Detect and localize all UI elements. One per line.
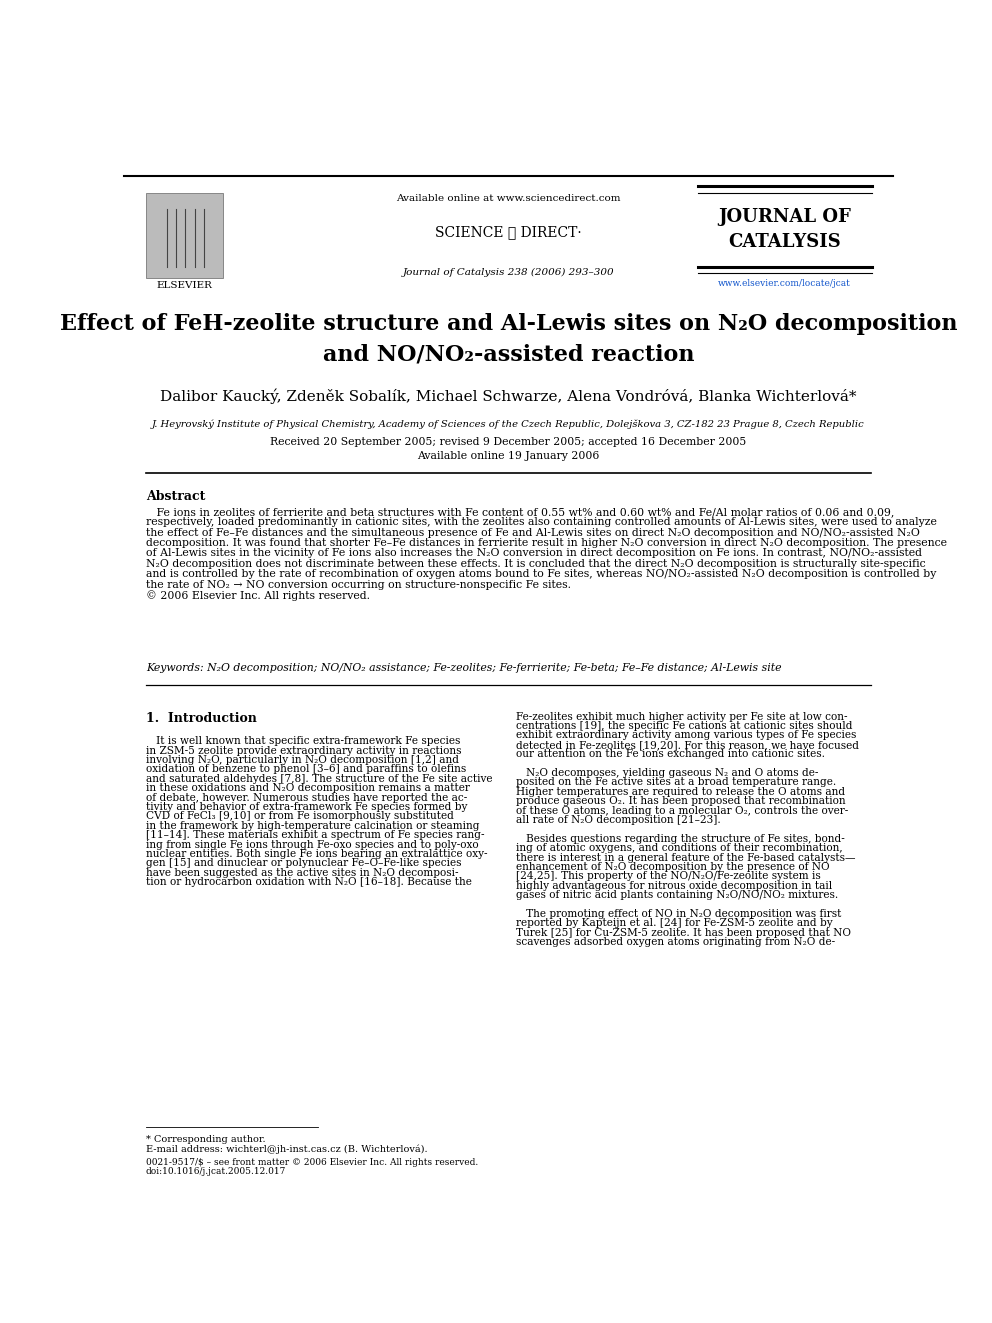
Text: our attention on the Fe ions exchanged into cationic sites.: our attention on the Fe ions exchanged i… bbox=[516, 749, 825, 759]
Text: [11–14]. These materials exhibit a spectrum of Fe species rang-: [11–14]. These materials exhibit a spect… bbox=[146, 831, 484, 840]
Text: gen [15] and dinuclear or polynuclear Fe–O–Fe-like species: gen [15] and dinuclear or polynuclear Fe… bbox=[146, 859, 461, 868]
Text: of debate, however. Numerous studies have reported the ac-: of debate, however. Numerous studies hav… bbox=[146, 792, 467, 803]
Text: It is well known that specific extra-framework Fe species: It is well known that specific extra-fra… bbox=[146, 737, 460, 746]
Text: ing from single Fe ions through Fe-oxo species and to poly-oxo: ing from single Fe ions through Fe-oxo s… bbox=[146, 840, 478, 849]
Text: Journal of Catalysis 238 (2006) 293–300: Journal of Catalysis 238 (2006) 293–300 bbox=[403, 269, 614, 278]
Text: decomposition. It was found that shorter Fe–Fe distances in ferrierite result in: decomposition. It was found that shorter… bbox=[146, 538, 946, 548]
Text: Effect of FeH-zeolite structure and Al-Lewis sites on N₂O decomposition
and NO/N: Effect of FeH-zeolite structure and Al-L… bbox=[60, 314, 957, 366]
Text: N₂O decomposition does not discriminate between these effects. It is concluded t: N₂O decomposition does not discriminate … bbox=[146, 558, 926, 569]
Text: detected in Fe-zeolites [19,20]. For this reason, we have focused: detected in Fe-zeolites [19,20]. For thi… bbox=[516, 740, 859, 750]
Text: the rate of NO₂ → NO conversion occurring on structure-nonspecific Fe sites.: the rate of NO₂ → NO conversion occurrin… bbox=[146, 579, 570, 590]
Text: © 2006 Elsevier Inc. All rights reserved.: © 2006 Elsevier Inc. All rights reserved… bbox=[146, 590, 370, 601]
Text: J. Heyrovský Institute of Physical Chemistry, Academy of Sciences of the Czech R: J. Heyrovský Institute of Physical Chemi… bbox=[152, 419, 865, 429]
Text: scavenges adsorbed oxygen atoms originating from N₂O de-: scavenges adsorbed oxygen atoms originat… bbox=[516, 937, 835, 947]
Text: the effect of Fe–Fe distances and the simultaneous presence of Fe and Al-Lewis s: the effect of Fe–Fe distances and the si… bbox=[146, 528, 920, 537]
Text: in the framework by high-temperature calcination or steaming: in the framework by high-temperature cal… bbox=[146, 820, 479, 831]
Text: * Corresponding author.: * Corresponding author. bbox=[146, 1135, 265, 1144]
Text: posited on the Fe active sites at a broad temperature range.: posited on the Fe active sites at a broa… bbox=[516, 778, 836, 787]
Text: highly advantageous for nitrous oxide decomposition in tail: highly advantageous for nitrous oxide de… bbox=[516, 881, 832, 890]
Text: ing of atomic oxygens, and conditions of their recombination,: ing of atomic oxygens, and conditions of… bbox=[516, 843, 843, 853]
Text: Dalibor Kaucký, Zdeněk Sobalík, Michael Schwarze, Alena Vondróvá, Blanka Wichter: Dalibor Kaucký, Zdeněk Sobalík, Michael … bbox=[160, 388, 857, 404]
Text: reported by Kapteijn et al. [24] for Fe-ZSM-5 zeolite and by: reported by Kapteijn et al. [24] for Fe-… bbox=[516, 918, 832, 929]
Text: oxidation of benzene to phenol [3–6] and paraffins to olefins: oxidation of benzene to phenol [3–6] and… bbox=[146, 765, 466, 774]
Text: Abstract: Abstract bbox=[146, 490, 205, 503]
Text: respectively, loaded predominantly in cationic sites, with the zeolites also con: respectively, loaded predominantly in ca… bbox=[146, 517, 936, 527]
Text: ELSEVIER: ELSEVIER bbox=[157, 282, 212, 290]
Text: in these oxidations and N₂O decomposition remains a matter: in these oxidations and N₂O decompositio… bbox=[146, 783, 469, 794]
Text: produce gaseous O₂. It has been proposed that recombination: produce gaseous O₂. It has been proposed… bbox=[516, 796, 846, 806]
Text: [24,25]. This property of the NO/N₂O/Fe-zeolite system is: [24,25]. This property of the NO/N₂O/Fe-… bbox=[516, 872, 821, 881]
Text: have been suggested as the active sites in N₂O decomposi-: have been suggested as the active sites … bbox=[146, 868, 458, 877]
Text: exhibit extraordinary activity among various types of Fe species: exhibit extraordinary activity among var… bbox=[516, 730, 856, 741]
Text: 0021-9517/$ – see front matter © 2006 Elsevier Inc. All rights reserved.: 0021-9517/$ – see front matter © 2006 El… bbox=[146, 1158, 478, 1167]
Text: there is interest in a general feature of the Fe-based catalysts—: there is interest in a general feature o… bbox=[516, 852, 856, 863]
Text: Higher temperatures are required to release the O atoms and: Higher temperatures are required to rele… bbox=[516, 787, 845, 796]
Text: Fe-zeolites exhibit much higher activity per Fe site at low con-: Fe-zeolites exhibit much higher activity… bbox=[516, 712, 847, 721]
Bar bbox=[146, 193, 223, 278]
Text: Received 20 September 2005; revised 9 December 2005; accepted 16 December 2005: Received 20 September 2005; revised 9 De… bbox=[270, 437, 747, 447]
Text: Fe ions in zeolites of ferrierite and beta structures with Fe content of 0.55 wt: Fe ions in zeolites of ferrierite and be… bbox=[146, 507, 894, 517]
Text: SCIENCE ⓓ DIRECT·: SCIENCE ⓓ DIRECT· bbox=[435, 225, 581, 239]
Text: The promoting effect of NO in N₂O decomposition was first: The promoting effect of NO in N₂O decomp… bbox=[516, 909, 841, 919]
Text: enhancement of N₂O decomposition by the presence of NO: enhancement of N₂O decomposition by the … bbox=[516, 861, 829, 872]
Text: tion or hydrocarbon oxidation with N₂O [16–18]. Because the: tion or hydrocarbon oxidation with N₂O [… bbox=[146, 877, 471, 888]
Text: www.elsevier.com/locate/jcat: www.elsevier.com/locate/jcat bbox=[718, 279, 851, 288]
Text: JOURNAL OF
CATALYSIS: JOURNAL OF CATALYSIS bbox=[718, 208, 851, 251]
Text: Turek [25] for Cu-ZSM-5 zeolite. It has been proposed that NO: Turek [25] for Cu-ZSM-5 zeolite. It has … bbox=[516, 927, 851, 938]
Text: Available online 19 January 2006: Available online 19 January 2006 bbox=[418, 451, 599, 460]
Text: N₂O decomposes, yielding gaseous N₂ and O atoms de-: N₂O decomposes, yielding gaseous N₂ and … bbox=[516, 767, 818, 778]
Text: CVD of FeCl₃ [9,10] or from Fe isomorphously substituted: CVD of FeCl₃ [9,10] or from Fe isomorpho… bbox=[146, 811, 453, 822]
Text: all rate of N₂O decomposition [21–23].: all rate of N₂O decomposition [21–23]. bbox=[516, 815, 721, 826]
Text: tivity and behavior of extra-framework Fe species formed by: tivity and behavior of extra-framework F… bbox=[146, 802, 467, 812]
Text: nuclear entities. Both single Fe ions bearing an extralattice oxy-: nuclear entities. Both single Fe ions be… bbox=[146, 849, 487, 859]
Text: E-mail address: wichterl@jh-inst.cas.cz (B. Wichterlová).: E-mail address: wichterl@jh-inst.cas.cz … bbox=[146, 1144, 428, 1154]
Text: 1.  Introduction: 1. Introduction bbox=[146, 712, 257, 725]
Text: Besides questions regarding the structure of Fe sites, bond-: Besides questions regarding the structur… bbox=[516, 833, 845, 844]
Text: doi:10.1016/j.jcat.2005.12.017: doi:10.1016/j.jcat.2005.12.017 bbox=[146, 1167, 286, 1176]
Text: involving N₂O, particularly in N₂O decomposition [1,2] and: involving N₂O, particularly in N₂O decom… bbox=[146, 755, 458, 765]
Text: Keywords: N₂O decomposition; NO/NO₂ assistance; Fe-zeolites; Fe-ferrierite; Fe-b: Keywords: N₂O decomposition; NO/NO₂ assi… bbox=[146, 663, 782, 673]
Text: centrations [19], the specific Fe cations at cationic sites should: centrations [19], the specific Fe cation… bbox=[516, 721, 853, 732]
Text: and is controlled by the rate of recombination of oxygen atoms bound to Fe sites: and is controlled by the rate of recombi… bbox=[146, 569, 936, 579]
Text: of Al-Lewis sites in the vicinity of Fe ions also increases the N₂O conversion i: of Al-Lewis sites in the vicinity of Fe … bbox=[146, 548, 922, 558]
Text: in ZSM-5 zeolite provide extraordinary activity in reactions: in ZSM-5 zeolite provide extraordinary a… bbox=[146, 746, 461, 755]
Text: of these O atoms, leading to a molecular O₂, controls the over-: of these O atoms, leading to a molecular… bbox=[516, 806, 848, 815]
Text: Available online at www.sciencedirect.com: Available online at www.sciencedirect.co… bbox=[396, 194, 621, 204]
Text: gases of nitric acid plants containing N₂O/NO/NO₂ mixtures.: gases of nitric acid plants containing N… bbox=[516, 890, 838, 900]
Text: and saturated aldehydes [7,8]. The structure of the Fe site active: and saturated aldehydes [7,8]. The struc… bbox=[146, 774, 492, 783]
